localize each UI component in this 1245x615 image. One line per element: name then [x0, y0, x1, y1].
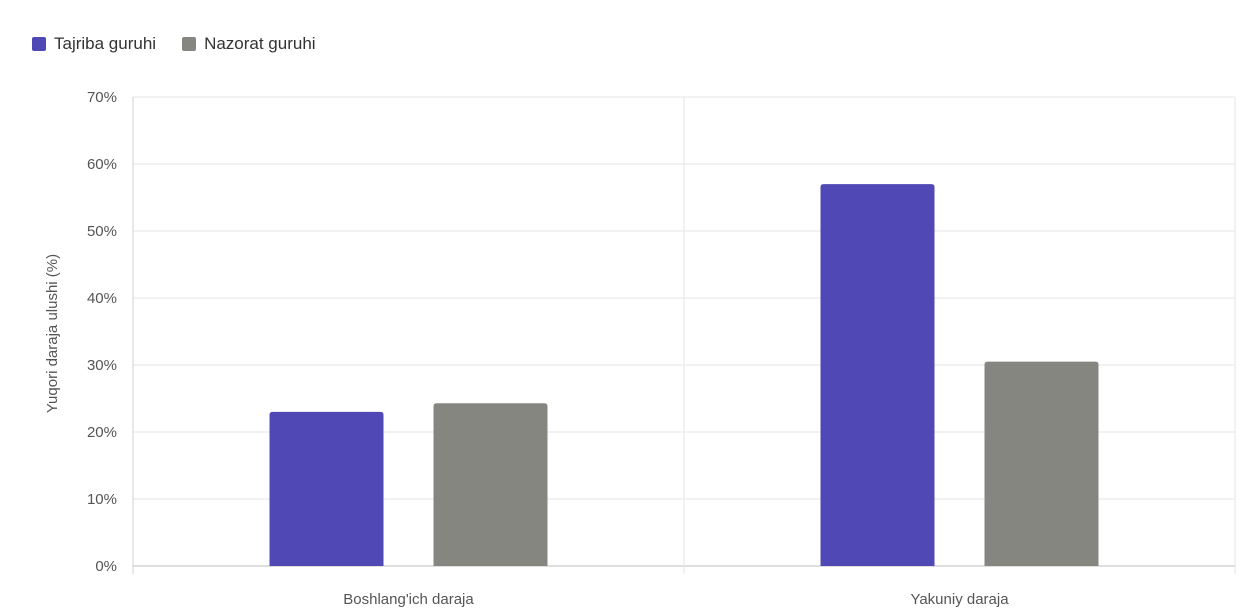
legend-label-nazorat: Nazorat guruhi: [204, 34, 316, 53]
y-tick-label: 60%: [87, 156, 117, 173]
y-axis-title: Yuqori daraja ulushi (%): [44, 254, 61, 413]
bar-nazorat-1[interactable]: [984, 361, 1099, 566]
legend-label-tajriba: Tajriba guruhi: [54, 34, 157, 53]
y-tick-label: 30%: [87, 357, 117, 374]
y-axis-ticks: 0% 10% 20% 30% 40% 50% 60% 70%: [87, 89, 117, 575]
bar-tajriba-1[interactable]: [820, 184, 935, 566]
x-tick-label: Yakuniy daraja: [910, 591, 1009, 608]
x-axis-ticks: Boshlang'ich daraja Yakuniy daraja: [343, 591, 1009, 608]
grid-lines: [132, 96, 1236, 574]
y-tick-label: 10%: [87, 491, 117, 508]
y-tick-label: 50%: [87, 223, 117, 240]
y-tick-label: 0%: [95, 558, 117, 575]
y-tick-label: 70%: [87, 89, 117, 106]
y-tick-label: 40%: [87, 290, 117, 307]
legend-swatch-nazorat: [182, 37, 197, 51]
bar-tajriba-0[interactable]: [269, 411, 384, 566]
legend: Tajriba guruhi Nazorat guruhi: [32, 34, 342, 54]
legend-item-tajriba[interactable]: Tajriba guruhi: [32, 34, 156, 54]
x-tick-label: Boshlang'ich daraja: [343, 591, 474, 608]
bar-nazorat-0[interactable]: [433, 403, 548, 566]
y-tick-label: 20%: [87, 424, 117, 441]
bars: [269, 184, 1099, 566]
legend-swatch-tajriba: [32, 37, 46, 51]
legend-item-nazorat[interactable]: Nazorat guruhi: [182, 34, 316, 54]
